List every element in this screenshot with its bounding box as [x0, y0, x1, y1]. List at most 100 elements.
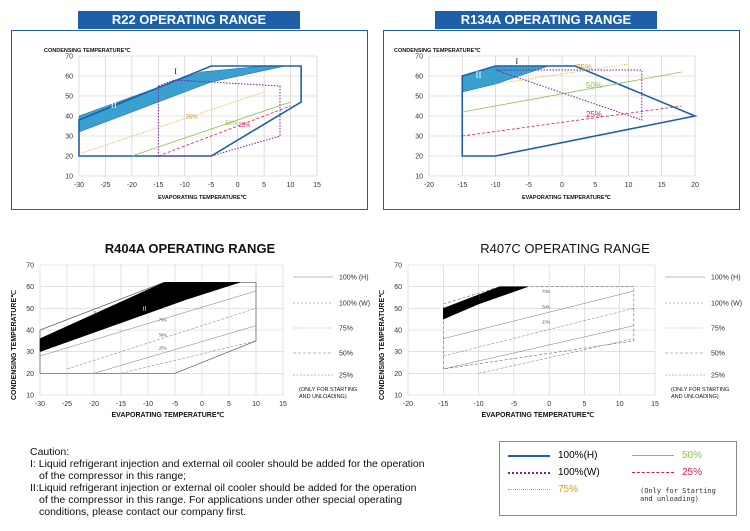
r134a-ytick-4: 50 — [415, 94, 423, 101]
r134a-ytick-3: 40 — [415, 114, 423, 121]
caution-line-1: I: Liquid refrigerant injection and exte… — [30, 458, 425, 470]
r134a-ytick-0: 10 — [415, 174, 423, 181]
r407c-inner-label-3: 50% — [542, 304, 551, 309]
r22-xlabel: EVAPORATING TEMPERATURE℃ — [158, 194, 248, 201]
legend-25-label: 25% — [682, 467, 703, 478]
r22-ytick-5: 60 — [65, 74, 73, 81]
r22-chart: -30 -25 -20 -15 -10 -5 0 5 10 15 10 20 30 40 50 60 70CON… — [44, 47, 321, 201]
r134a-xlabel: EVAPORATING TEMPERATURE℃ — [522, 194, 612, 201]
r22-series-label-25pct: 25% — [238, 123, 251, 129]
legend-box: 100%(H) 50% 100%(W) 25% 75% (Only for St… — [499, 441, 737, 516]
r134a-xtick-1: -15 — [457, 182, 467, 189]
r407c-note-1: (ONLY FOR STARTING — [671, 387, 729, 393]
legend-100h-line — [508, 454, 550, 457]
r407c-ytick-3: 40 — [394, 328, 402, 335]
r22-xtick-6: 0 — [236, 182, 240, 189]
r134a-ytick-6: 70 — [415, 54, 423, 61]
r404a-ytick-0: 10 — [26, 393, 34, 400]
r407c-ytick-4: 50 — [394, 306, 402, 313]
r134a-series-label-50pct: 50% — [586, 81, 602, 90]
r407c-ytick-5: 60 — [394, 284, 402, 291]
r404a-diag-1 — [66, 308, 257, 370]
r134a-envelope — [461, 65, 698, 157]
legend-100h-label: 100%(H) — [558, 450, 598, 461]
r134a-xtick-7: 15 — [658, 182, 666, 189]
r134a-xtick-0: -20 — [424, 182, 434, 189]
r407c-inner-label-2: 75% — [542, 289, 551, 294]
r407c-chart: -20 -15 -10 -5 0 5 10 15 10 20 30 40 50 60 70 CONDENSIN… — [378, 263, 742, 420]
caution-title: Caution: — [30, 446, 70, 458]
r407c-ytick-2: 30 — [394, 349, 402, 356]
r134a-xtick-4: 0 — [560, 182, 564, 189]
legend-75-label: 75% — [558, 484, 579, 495]
r407c-ytick-0: 10 — [394, 393, 402, 400]
r404a-ytick-1: 20 — [26, 371, 34, 378]
r22-frame — [11, 30, 368, 210]
r22-ytick-0: 10 — [65, 174, 73, 181]
r407c-legend-text-0: 100% (H) — [711, 275, 741, 282]
r22-ytick-3: 40 — [65, 114, 73, 121]
r404a-ytick-3: 40 — [26, 328, 34, 335]
r134a-series-label-25pct: 25% — [586, 110, 602, 119]
r404a-inner-label-2: 75% — [159, 317, 168, 322]
r404a-ytick-5: 60 — [26, 284, 34, 291]
r22-series-50pct — [131, 101, 291, 157]
r404a-title: R404A OPERATING RANGE — [104, 241, 276, 256]
r404a-envelope — [39, 281, 257, 374]
caution-line-2b: of the compressor in this range. For app… — [39, 494, 403, 506]
r404a-xtick-2: -20 — [89, 401, 99, 408]
legend-note-2: and unloading) — [640, 495, 700, 503]
r134a-label-I: I — [515, 57, 518, 66]
r134a-frame — [383, 30, 740, 210]
r22-xtick-2: -20 — [127, 182, 137, 189]
r134a-xtick-6: 10 — [625, 182, 633, 189]
r22-xtick-4: -10 — [180, 182, 190, 189]
r134a-title: R134A OPERATING RANGE — [435, 11, 657, 29]
r407c-legend-text-3: 50% — [711, 351, 725, 358]
r404a-chart: -30 -25 -20 -15 -10 -5 0 5 10 15 10 20 30 40 50 60 70 CON… — [10, 263, 370, 420]
r404a-note-1: (ONLY FOR STARTING — [299, 387, 357, 393]
r404a-ytick-4: 50 — [26, 306, 34, 313]
r22-title: R22 OPERATING RANGE — [78, 11, 300, 29]
r404a-note-2: AND UNLOADING) — [299, 394, 347, 400]
r404a-xtick-0: -30 — [35, 401, 45, 408]
r407c-xtick-1: -15 — [438, 401, 448, 408]
r22-xtick-8: 10 — [287, 182, 295, 189]
r22-envelope — [78, 65, 302, 157]
r407c-xtick-6: 10 — [616, 401, 624, 408]
r404a-diag-0 — [39, 290, 257, 357]
r407c-band — [443, 286, 529, 320]
r22-series-label-75pct: 75% — [186, 115, 199, 121]
r404a-xlabel: EVAPORATING TEMPERATURE℃ — [112, 411, 225, 419]
r407c-xlabel: EVAPORATING TEMPERATURE℃ — [482, 411, 595, 419]
r22-xtick-9: 15 — [313, 182, 321, 189]
r22-xtick-0: -30 — [74, 182, 84, 189]
legend-50-label: 50% — [682, 450, 703, 461]
r407c-inner-label-1: II — [493, 302, 497, 308]
r22-series-25pct — [158, 105, 291, 157]
r407c-diag-0 — [443, 290, 634, 339]
legend-100w-line — [508, 471, 550, 474]
r134a-region-I — [495, 69, 643, 121]
r22-xtick-3: -15 — [153, 182, 163, 189]
r404a-inner-label-1: II — [143, 307, 147, 313]
legend-50-line — [632, 455, 674, 456]
legend-note-1: (Only for Starting — [640, 487, 716, 495]
r407c-title: R407C OPERATING RANGE — [480, 241, 650, 256]
r404a-legend-text-0: 100% (H) — [339, 275, 369, 282]
r407c-note-2: AND UNLOADING) — [671, 394, 719, 400]
r404a-diag-2 — [93, 325, 257, 374]
r22-ytick-2: 30 — [65, 134, 73, 141]
r404a-band — [39, 282, 240, 353]
r407c-xtick-3: -5 — [511, 401, 517, 408]
legend-100h: 100%(H) — [508, 450, 597, 461]
r134a-series-label-75pct: 75% — [576, 63, 592, 72]
r404a-legend-text-4: 25% — [339, 373, 353, 380]
caution-line-2c: conditions, please contact our company f… — [39, 506, 247, 518]
r404a-legend-text-2: 75% — [339, 326, 353, 333]
r404a-ytick-6: 70 — [26, 263, 34, 270]
r407c-diag-1 — [443, 308, 634, 357]
r22-series-label-50pct: 50% — [225, 121, 238, 127]
r22-ytick-1: 20 — [65, 154, 73, 161]
legend-25: 25% — [632, 467, 702, 478]
